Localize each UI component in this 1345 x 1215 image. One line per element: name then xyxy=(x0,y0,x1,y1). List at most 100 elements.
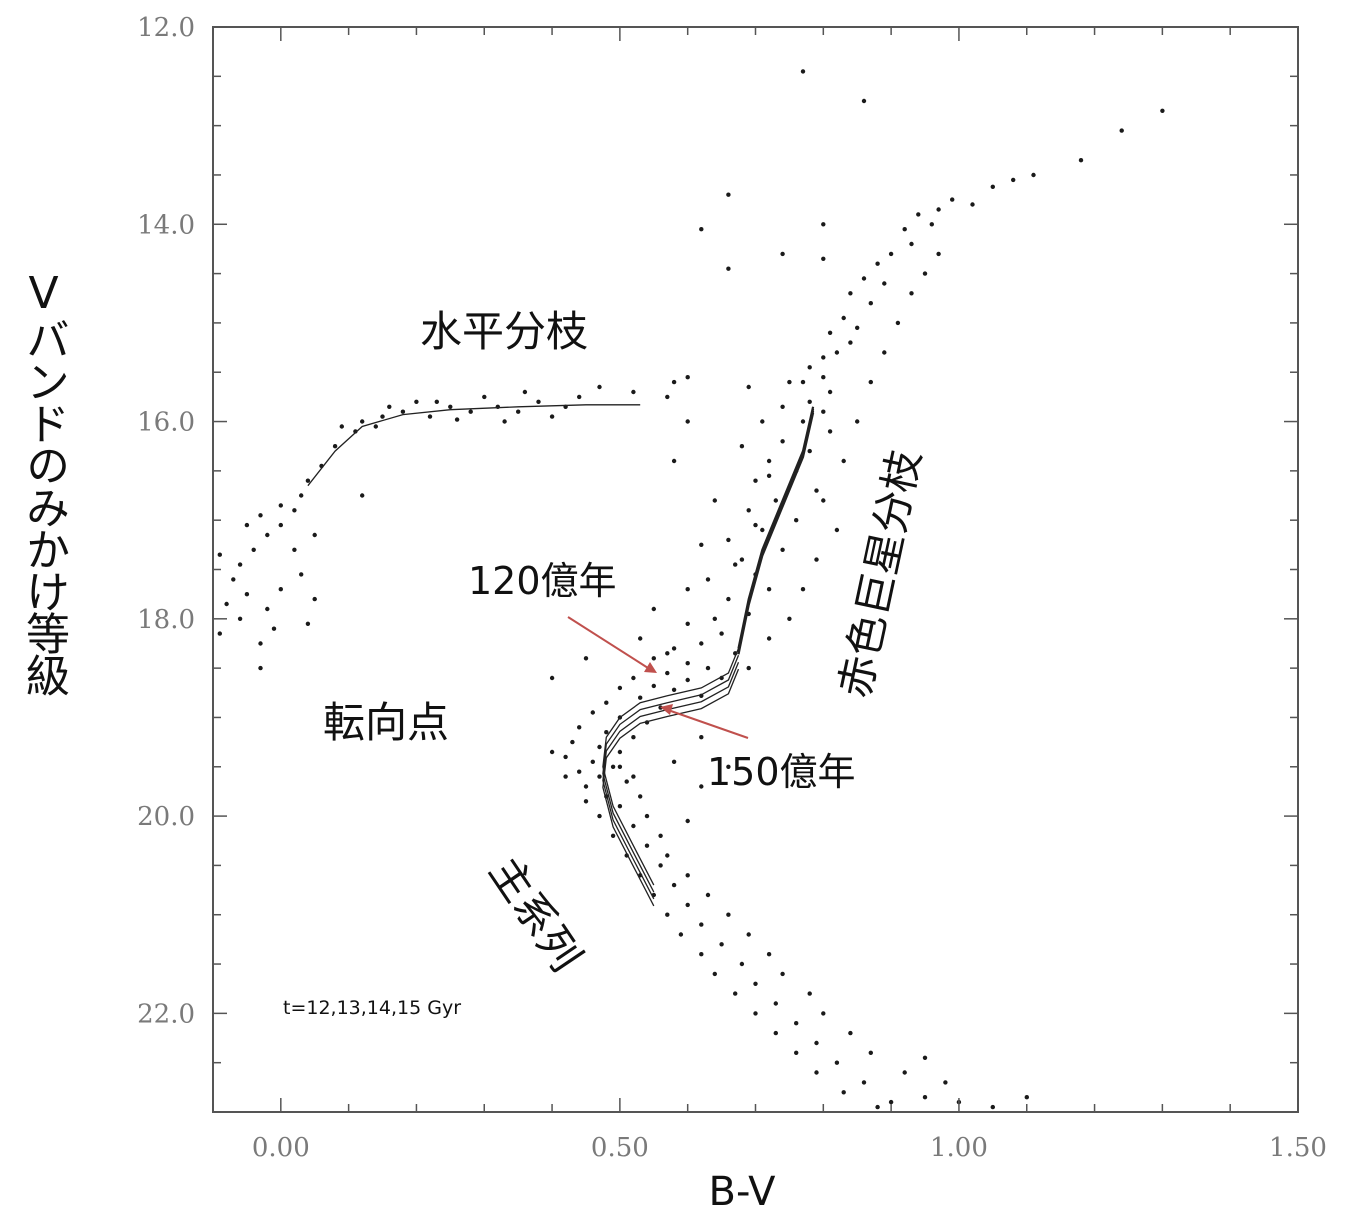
star-point xyxy=(814,1070,819,1075)
isochrone-red-giant-branch-15 xyxy=(737,412,815,655)
star-point xyxy=(916,212,921,217)
star-point xyxy=(597,384,602,390)
star-point xyxy=(502,419,507,424)
star-point xyxy=(265,606,270,612)
star-point xyxy=(699,542,704,547)
star-point xyxy=(780,971,785,977)
star-point xyxy=(1078,158,1084,163)
star-point xyxy=(726,537,731,543)
x-tick-label: 0.00 xyxy=(252,1133,310,1163)
star-point xyxy=(651,656,656,661)
star-point xyxy=(990,1104,995,1110)
isochrone-main-sequence-to-turnoff-15 xyxy=(602,668,740,907)
star-point xyxy=(841,315,846,321)
y-tick-label: 22.0 xyxy=(137,999,195,1029)
star-point xyxy=(821,375,826,380)
star-point xyxy=(305,478,311,483)
star-point xyxy=(624,779,629,784)
annotation-age-15: 150億年 xyxy=(707,750,856,794)
star-point xyxy=(231,577,236,582)
star-point xyxy=(516,409,521,414)
y-tick-label: 18.0 xyxy=(137,605,195,635)
star-point xyxy=(251,547,256,552)
star-point xyxy=(217,631,222,636)
star-point xyxy=(760,527,765,533)
star-point xyxy=(685,902,690,908)
star-point xyxy=(597,813,602,819)
star-point xyxy=(753,522,758,528)
star-point xyxy=(814,488,819,493)
star-point xyxy=(861,1080,867,1085)
star-point xyxy=(726,596,731,602)
star-point xyxy=(1024,1095,1030,1100)
star-point xyxy=(610,764,616,769)
star-point xyxy=(631,735,636,740)
star-point xyxy=(339,424,344,429)
star-point xyxy=(665,394,670,400)
star-point xyxy=(665,651,670,656)
star-point xyxy=(671,759,677,764)
star-point xyxy=(244,592,250,597)
star-point xyxy=(305,621,311,626)
y-tick-label: 12.0 xyxy=(137,13,195,43)
star-point xyxy=(414,399,419,404)
star-point xyxy=(278,587,283,592)
isochrone-horizontal-branch-all xyxy=(307,404,641,487)
age-arrow-12 xyxy=(567,616,657,673)
star-point xyxy=(699,922,704,927)
star-point xyxy=(719,631,724,636)
y-tick-label: 20.0 xyxy=(137,802,195,832)
star-point xyxy=(312,532,317,538)
star-point xyxy=(671,379,677,385)
isochrone-main-sequence-to-turnoff-13 xyxy=(602,655,740,893)
star-point xyxy=(773,1030,778,1036)
star-point xyxy=(943,1080,948,1085)
star-point xyxy=(699,784,704,789)
star-point xyxy=(597,744,602,750)
annotation-horizontal-branch: 水平分枝 xyxy=(420,307,588,356)
star-point xyxy=(902,1070,907,1075)
star-point xyxy=(712,971,717,977)
star-point xyxy=(651,683,656,689)
star-point xyxy=(583,656,589,661)
star-point xyxy=(665,670,670,676)
star-point xyxy=(699,735,704,740)
star-point xyxy=(312,596,317,602)
star-point xyxy=(563,754,568,760)
star-point xyxy=(583,799,589,804)
star-point xyxy=(848,1030,853,1036)
star-point xyxy=(712,498,717,503)
star-point xyxy=(644,843,650,848)
star-point xyxy=(807,365,812,370)
star-point xyxy=(787,379,792,385)
star-point xyxy=(794,518,799,523)
star-point xyxy=(970,202,975,207)
star-point xyxy=(332,444,338,449)
star-point xyxy=(800,587,806,592)
star-point xyxy=(665,853,670,858)
star-point xyxy=(651,606,656,612)
star-point xyxy=(577,394,582,400)
star-point xyxy=(936,207,941,212)
star-point xyxy=(746,508,751,513)
star-point xyxy=(909,291,914,296)
star-point xyxy=(760,419,765,424)
star-point xyxy=(766,473,772,478)
star-point xyxy=(427,414,433,419)
star-point xyxy=(699,641,704,646)
star-point xyxy=(1160,108,1165,114)
star-point xyxy=(224,601,229,607)
star-point xyxy=(726,266,731,271)
star-point xyxy=(746,665,751,671)
star-point xyxy=(278,522,283,528)
star-point xyxy=(950,197,955,202)
annotation-main-sequence: 主系列 xyxy=(480,848,591,980)
star-point xyxy=(780,404,785,409)
star-point xyxy=(631,675,636,681)
star-point xyxy=(299,572,304,577)
star-point xyxy=(800,419,806,424)
star-point xyxy=(638,636,643,641)
star-point xyxy=(387,404,392,409)
star-point xyxy=(299,493,304,498)
star-point xyxy=(726,764,731,769)
